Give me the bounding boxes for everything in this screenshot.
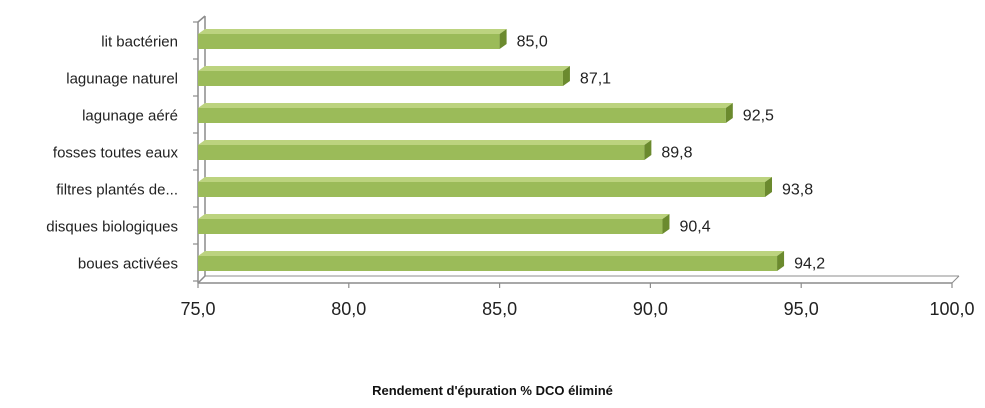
bar-top-face [198,177,773,182]
bar-top-face [198,251,785,256]
bar-front-face [198,34,500,49]
category-label: lagunage aéré [82,108,178,125]
bar-end-face [662,214,670,234]
bar-end-face [765,177,773,197]
bar-top-face [198,214,670,219]
bar-front-face [198,219,663,234]
value-label: 90,4 [679,219,710,236]
bar-top-face [198,103,733,108]
bar [198,251,785,271]
value-label: 92,5 [743,108,774,125]
bar [198,177,773,197]
category-label: lagunage naturel [66,71,178,88]
x-tick-label: 85,0 [482,299,517,319]
bar-end-face [644,140,652,160]
bar-front-face [198,182,766,197]
value-label: 94,2 [794,256,825,273]
x-axis-depth-edge [197,275,206,284]
category-label: fosses toutes eaux [53,145,179,162]
category-labels: lit bactérien lagunage naturel lagunage aé… [46,34,178,273]
bar [198,66,570,86]
bar-end-face [777,251,785,271]
x-tick-label: 95,0 [784,299,819,319]
bar-top-face [198,29,507,34]
category-label: filtres plantés de... [56,182,178,199]
x-tick-label: 80,0 [331,299,366,319]
x-tick-labels: 75,0 80,0 85,0 90,0 95,0 100,0 [180,299,974,319]
value-label: 89,8 [661,145,692,162]
value-labels: 85,0 87,1 92,5 89,8 93,8 90,4 94,2 [517,34,826,273]
bar [198,103,733,123]
chart-bars [198,29,785,271]
y-axis-top-edge [197,15,206,23]
x-tick-label: 90,0 [633,299,668,319]
bar-top-face [198,140,652,145]
category-label: disques biologiques [46,219,178,236]
category-label: boues activées [78,256,178,273]
bar-front-face [198,145,645,160]
bar-end-face [499,29,507,49]
x-axis-end-edge [951,275,960,284]
x-tick-label: 100,0 [929,299,974,319]
bar [198,140,652,160]
bar-front-face [198,71,563,86]
x-tick-label: 75,0 [180,299,215,319]
x-axis-title: Rendement d'épuration % DCO éliminé [372,383,613,398]
value-label: 87,1 [580,71,611,88]
bar-front-face [198,256,778,271]
value-label: 85,0 [517,34,548,51]
value-label: 93,8 [782,182,813,199]
bar [198,29,507,49]
bar-end-face [562,66,570,86]
bar [198,214,670,234]
bar-top-face [198,66,570,71]
category-label: lit bactérien [101,34,178,51]
bar-front-face [198,108,726,123]
bar-end-face [725,103,733,123]
